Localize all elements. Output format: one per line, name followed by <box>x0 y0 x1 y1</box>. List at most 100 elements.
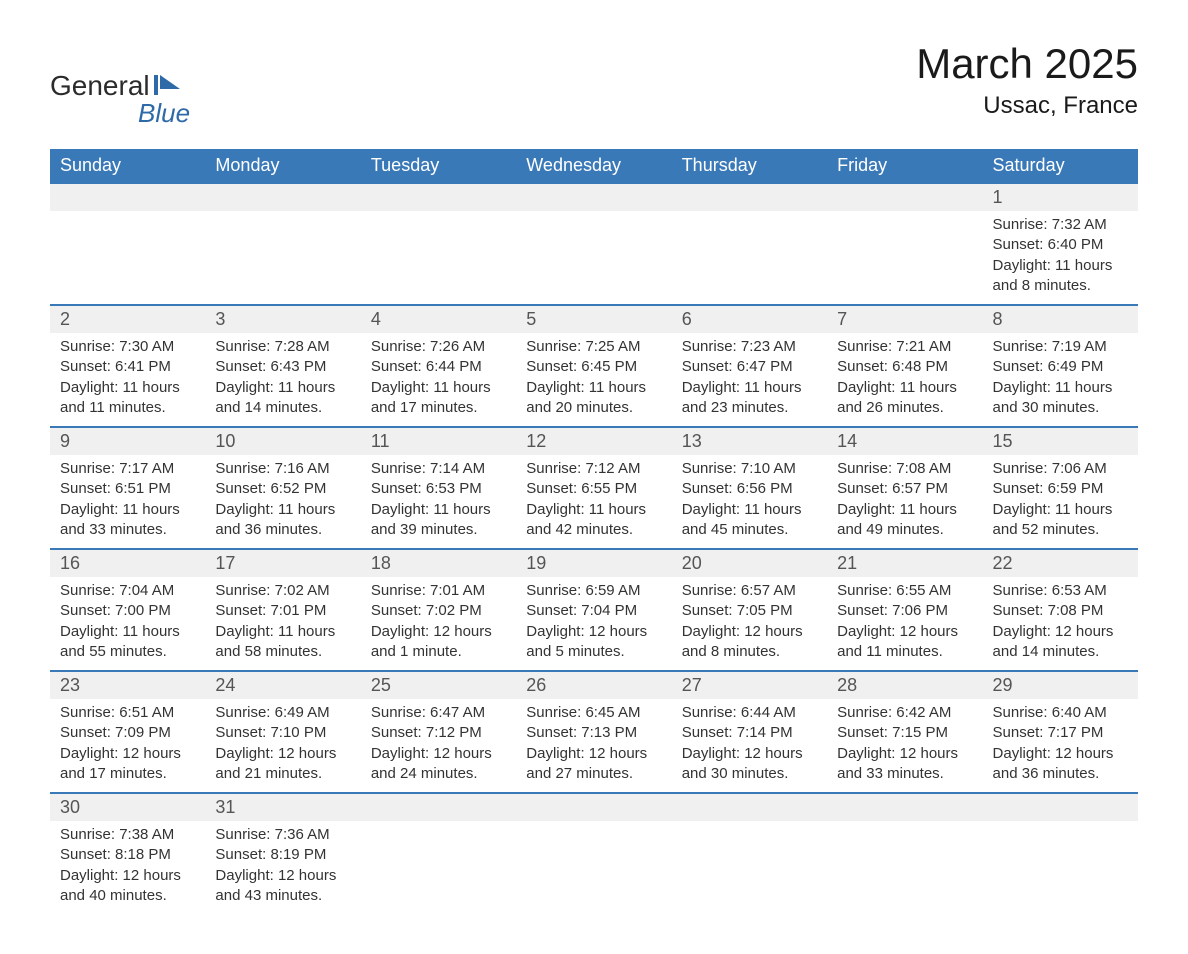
day-cell: Sunrise: 7:23 AMSunset: 6:47 PMDaylight:… <box>672 333 827 427</box>
sunset-text: Sunset: 7:15 PM <box>837 723 972 743</box>
sunrise-text: Sunrise: 6:51 AM <box>60 703 195 723</box>
sunset-text: Sunset: 6:43 PM <box>215 357 350 377</box>
day-cell: Sunrise: 6:51 AMSunset: 7:09 PMDaylight:… <box>50 699 205 793</box>
day-number <box>205 183 360 211</box>
daylight-text: Daylight: 11 hours and 39 minutes. <box>371 500 506 541</box>
sunset-text: Sunset: 7:00 PM <box>60 601 195 621</box>
daylight-text: Daylight: 12 hours and 43 minutes. <box>215 866 350 907</box>
sunrise-text: Sunrise: 7:16 AM <box>215 459 350 479</box>
day-number: 21 <box>827 549 982 577</box>
sunset-text: Sunset: 6:56 PM <box>682 479 817 499</box>
day-cell: Sunrise: 7:25 AMSunset: 6:45 PMDaylight:… <box>516 333 671 427</box>
daylight-text: Daylight: 12 hours and 21 minutes. <box>215 744 350 785</box>
sunset-text: Sunset: 6:52 PM <box>215 479 350 499</box>
daylight-text: Daylight: 12 hours and 27 minutes. <box>526 744 661 785</box>
day-cell <box>827 211 982 305</box>
sunrise-text: Sunrise: 7:19 AM <box>993 337 1128 357</box>
day-number: 30 <box>50 793 205 821</box>
daylight-text: Daylight: 11 hours and 14 minutes. <box>215 378 350 419</box>
daylight-text: Daylight: 12 hours and 11 minutes. <box>837 622 972 663</box>
sunrise-text: Sunrise: 6:47 AM <box>371 703 506 723</box>
sunrise-text: Sunrise: 7:08 AM <box>837 459 972 479</box>
day-number: 16 <box>50 549 205 577</box>
day-number: 11 <box>361 427 516 455</box>
sunset-text: Sunset: 7:04 PM <box>526 601 661 621</box>
day-number: 1 <box>983 183 1138 211</box>
calendar-body: 1Sunrise: 7:32 AMSunset: 6:40 PMDaylight… <box>50 183 1138 914</box>
day-cell <box>50 211 205 305</box>
day-number: 17 <box>205 549 360 577</box>
sunrise-text: Sunrise: 7:04 AM <box>60 581 195 601</box>
day-cell: Sunrise: 6:55 AMSunset: 7:06 PMDaylight:… <box>827 577 982 671</box>
daylight-text: Daylight: 11 hours and 45 minutes. <box>682 500 817 541</box>
day-body-row: Sunrise: 7:04 AMSunset: 7:00 PM Daylight:… <box>50 577 1138 671</box>
daylight-text: Daylight: 11 hours and 20 minutes. <box>526 378 661 419</box>
sunrise-text: Sunrise: 7:17 AM <box>60 459 195 479</box>
weekday-header: Monday <box>205 149 360 183</box>
day-number: 19 <box>516 549 671 577</box>
daylight-text: Daylight: 12 hours and 1 minute. <box>371 622 506 663</box>
day-cell: Sunrise: 6:59 AMSunset: 7:04 PMDaylight:… <box>516 577 671 671</box>
day-cell <box>672 821 827 914</box>
day-number: 28 <box>827 671 982 699</box>
day-number: 22 <box>983 549 1138 577</box>
day-number: 6 <box>672 305 827 333</box>
daylight-text: Daylight: 12 hours and 40 minutes. <box>60 866 195 907</box>
day-number <box>361 793 516 821</box>
day-cell: Sunrise: 7:12 AMSunset: 6:55 PMDaylight:… <box>516 455 671 549</box>
day-number <box>827 183 982 211</box>
daylight-text: Daylight: 12 hours and 14 minutes. <box>993 622 1128 663</box>
weekday-header: Wednesday <box>516 149 671 183</box>
day-cell: Sunrise: 6:57 AMSunset: 7:05 PMDaylight:… <box>672 577 827 671</box>
sunset-text: Sunset: 6:45 PM <box>526 357 661 377</box>
sunset-text: Sunset: 7:02 PM <box>371 601 506 621</box>
sunrise-text: Sunrise: 6:42 AM <box>837 703 972 723</box>
daylight-text: Daylight: 11 hours and 42 minutes. <box>526 500 661 541</box>
day-cell: Sunrise: 7:08 AMSunset: 6:57 PMDaylight:… <box>827 455 982 549</box>
day-number: 23 <box>50 671 205 699</box>
day-number: 10 <box>205 427 360 455</box>
day-cell <box>361 821 516 914</box>
day-cell <box>827 821 982 914</box>
day-cell: Sunrise: 7:10 AMSunset: 6:56 PMDaylight:… <box>672 455 827 549</box>
sunrise-text: Sunrise: 7:26 AM <box>371 337 506 357</box>
sunrise-text: Sunrise: 7:32 AM <box>993 215 1128 235</box>
sunrise-text: Sunrise: 7:02 AM <box>215 581 350 601</box>
day-number: 9 <box>50 427 205 455</box>
day-cell <box>672 211 827 305</box>
sunrise-text: Sunrise: 7:25 AM <box>526 337 661 357</box>
sunrise-text: Sunrise: 6:53 AM <box>993 581 1128 601</box>
day-cell <box>983 821 1138 914</box>
daylight-text: Daylight: 11 hours and 8 minutes. <box>993 256 1128 297</box>
sunset-text: Sunset: 7:08 PM <box>993 601 1128 621</box>
sunset-text: Sunset: 7:09 PM <box>60 723 195 743</box>
daylight-text: Daylight: 11 hours and 26 minutes. <box>837 378 972 419</box>
day-cell: Sunrise: 6:49 AMSunset: 7:10 PMDaylight:… <box>205 699 360 793</box>
day-number: 12 <box>516 427 671 455</box>
day-number: 24 <box>205 671 360 699</box>
sunset-text: Sunset: 7:14 PM <box>682 723 817 743</box>
daylight-text: Daylight: 12 hours and 5 minutes. <box>526 622 661 663</box>
sunrise-text: Sunrise: 6:55 AM <box>837 581 972 601</box>
day-number <box>983 793 1138 821</box>
weekday-header: Friday <box>827 149 982 183</box>
daylight-text: Daylight: 11 hours and 30 minutes. <box>993 378 1128 419</box>
day-cell: Sunrise: 7:38 AMSunset: 8:18 PMDaylight:… <box>50 821 205 914</box>
day-cell: Sunrise: 7:36 AMSunset: 8:19 PMDaylight:… <box>205 821 360 914</box>
day-cell <box>516 821 671 914</box>
daylight-text: Daylight: 11 hours and 49 minutes. <box>837 500 972 541</box>
header-row: General Blue March 2025 Ussac, France <box>50 40 1138 129</box>
sunset-text: Sunset: 6:49 PM <box>993 357 1128 377</box>
daylight-text: Daylight: 11 hours and 36 minutes. <box>215 500 350 541</box>
daylight-text: Daylight: 11 hours and 23 minutes. <box>682 378 817 419</box>
day-number: 18 <box>361 549 516 577</box>
sunrise-text: Sunrise: 6:45 AM <box>526 703 661 723</box>
daylight-text: Daylight: 12 hours and 8 minutes. <box>682 622 817 663</box>
day-cell: Sunrise: 6:44 AMSunset: 7:14 PMDaylight:… <box>672 699 827 793</box>
day-cell <box>516 211 671 305</box>
day-number: 8 <box>983 305 1138 333</box>
day-number-row: 23242526272829 <box>50 671 1138 699</box>
sunrise-text: Sunrise: 6:57 AM <box>682 581 817 601</box>
day-number: 29 <box>983 671 1138 699</box>
day-number: 13 <box>672 427 827 455</box>
